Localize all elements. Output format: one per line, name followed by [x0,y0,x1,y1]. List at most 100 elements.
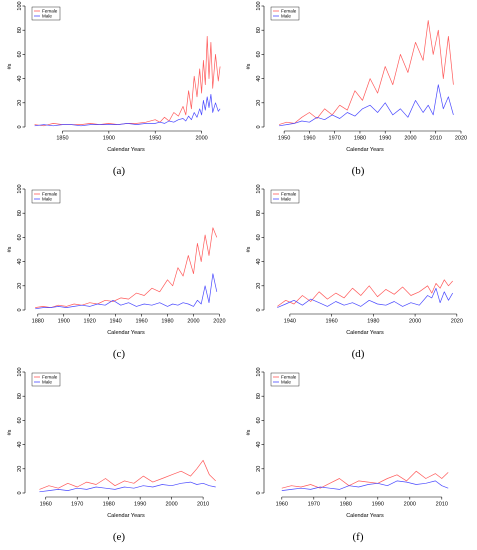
series-line-female [35,227,218,308]
x-axis-label: Calendar Years [346,147,384,153]
y-tick-label: 60 [17,51,23,57]
y-tick-label: 80 [256,210,262,216]
legend-label: Male [42,14,52,19]
legend-label: Female [281,9,297,14]
legend-label: Male [281,197,291,202]
x-tick-label: 1990 [372,502,384,508]
series-line-male [281,480,449,491]
x-tick-label: 1970 [308,502,320,508]
x-tick-label: 1990 [134,502,146,508]
y-tick-label: 80 [256,27,262,33]
x-tick-label: 1940 [284,319,296,325]
legend-box [31,6,61,21]
series-line-male [279,84,454,127]
legend-label: Male [42,197,52,202]
y-tick-label: 80 [17,210,23,216]
panel-d: 1940 1960 1980 2000 2020 0 20 40 60 80 100 Calendar… [239,183,477,366]
y-axis-label: #s [246,429,252,435]
y-tick-label: 100 [256,1,262,10]
legend-label: Male [281,380,291,385]
panel-label: (a) [112,165,126,177]
x-tick-label: 1960 [40,502,52,508]
chart-svg: 1940 1960 1980 2000 2020 0 20 40 60 80 100 Calendar… [246,184,463,336]
y-tick-label: 0 [17,125,23,128]
y-tick-label: 20 [256,283,262,289]
panel-label: (f) [352,531,364,543]
y-tick-label: 40 [17,442,23,448]
panel-c: 1880 1900 1920 1940 1960 1980 2000 2020 0 20 40 60 8… [0,183,238,366]
series-line-female [277,279,453,307]
legend-box [270,189,300,204]
legend-label: Male [281,14,291,19]
y-axis-label: #s [7,429,13,435]
y-axis-label: #s [246,246,252,252]
series-line-female [278,20,454,125]
x-axis-label: Calendar Years [107,330,145,336]
series-line-female [281,470,449,489]
y-tick-label: 100 [17,184,23,193]
chart-svg: 1960 1970 1980 1990 2000 2010 0 20 40 60 80 100 Cale… [7,367,216,519]
y-tick-label: 80 [17,27,23,33]
y-tick-label: 0 [256,491,262,494]
x-axis-label: Calendar Years [346,330,384,336]
chart-svg: 1850 1900 1950 2000 0 20 40 60 80 100 Calendar Yea… [7,1,221,153]
y-tick-label: 60 [17,234,23,240]
panel-label: (b) [351,165,365,177]
y-axis-label: #s [246,63,252,69]
x-tick-label: 2000 [404,502,416,508]
legend-label: Female [281,192,297,197]
x-tick-label: 2010 [430,136,442,142]
y-tick-label: 20 [256,100,262,106]
panel-f: 1960 1970 1980 1990 2000 2010 0 20 40 60 80 100 Cale… [239,366,477,549]
x-tick-label: 1950 [149,136,161,142]
chart-svg: 1880 1900 1920 1940 1960 1980 2000 2020 0 20 40 60 8… [7,184,226,336]
x-tick-label: 1970 [71,502,83,508]
x-tick-label: 2000 [409,319,421,325]
y-tick-label: 60 [256,234,262,240]
y-tick-label: 100 [17,367,23,376]
legend-label: Male [42,380,52,385]
y-tick-label: 0 [256,125,262,128]
series-line-male [34,93,221,127]
x-tick-label: 1880 [32,319,44,325]
series-line-male [277,287,454,308]
y-tick-label: 60 [256,417,262,423]
y-tick-label: 100 [17,1,23,10]
panel-label: (e) [112,531,126,543]
x-tick-label: 1900 [103,136,115,142]
legend-box [31,372,61,387]
x-tick-label: 1920 [84,319,96,325]
x-tick-label: 2010 [436,502,448,508]
series-line-female [34,35,221,127]
x-tick-label: 2020 [455,136,467,142]
y-tick-label: 40 [17,259,23,265]
panel-label: (c) [112,348,126,360]
y-tick-label: 20 [256,466,262,472]
x-tick-label: 2020 [451,319,463,325]
x-tick-label: 1950 [278,136,290,142]
x-tick-label: 1980 [161,319,173,325]
legend-box [270,372,300,387]
y-tick-label: 80 [256,393,262,399]
series-line-female [39,459,216,490]
x-tick-label: 2000 [404,136,416,142]
x-tick-label: 2020 [213,319,225,325]
x-tick-label: 1850 [56,136,68,142]
y-tick-label: 40 [256,442,262,448]
panel-a: 1850 1900 1950 2000 0 20 40 60 80 100 Calendar Yea… [0,0,238,183]
y-tick-label: 60 [256,51,262,57]
series-line-male [39,481,216,493]
x-tick-label: 1900 [58,319,70,325]
x-axis-label: Calendar Years [346,513,384,519]
y-tick-label: 0 [256,308,262,311]
chart-svg: 1950 1960 1970 1980 1990 2000 2010 2020 0 20 40 60 8… [246,1,467,153]
x-tick-label: 2000 [166,502,178,508]
chart-svg: 1960 1970 1980 1990 2000 2010 0 20 40 60 80 100 Cale… [246,367,449,519]
legend-label: Female [42,192,58,197]
x-tick-label: 2000 [195,136,207,142]
y-tick-label: 100 [256,184,262,193]
y-tick-label: 0 [17,308,23,311]
y-tick-label: 40 [256,76,262,82]
y-tick-label: 100 [256,367,262,376]
